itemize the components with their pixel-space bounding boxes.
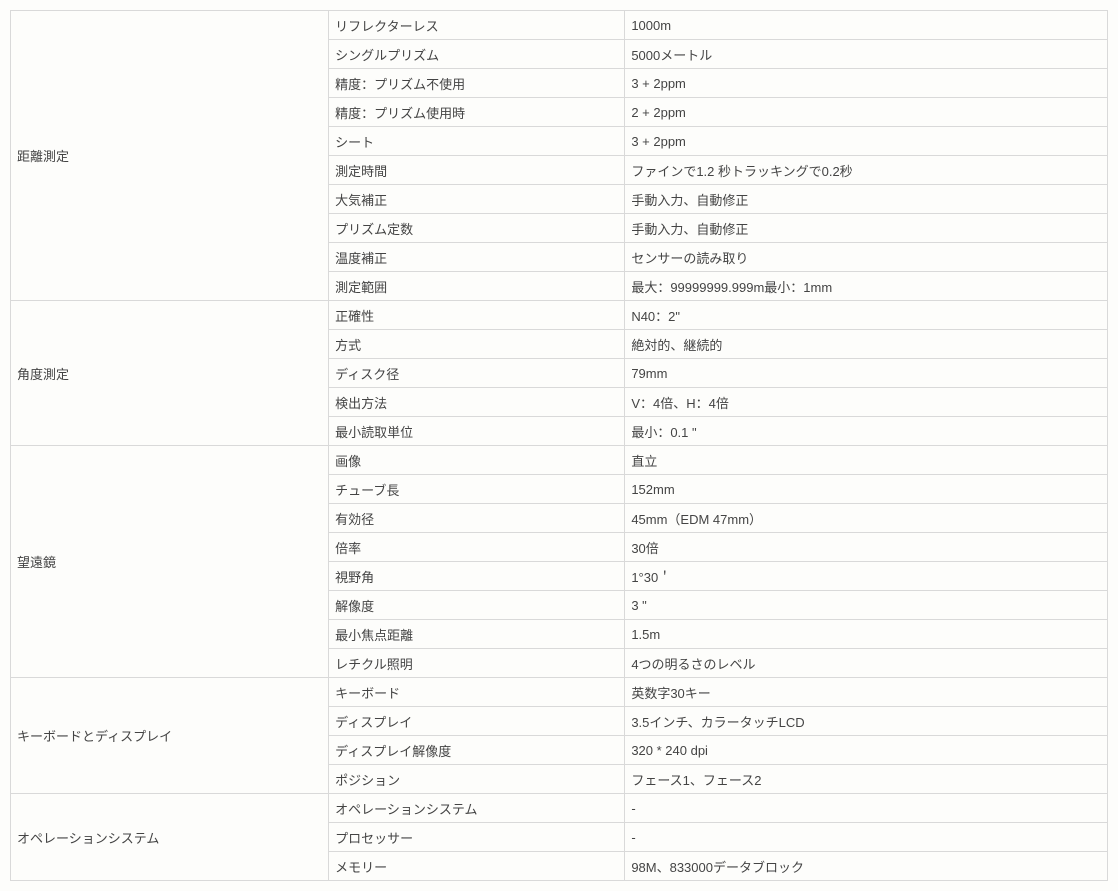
spec-label: プリズム定数 [329,214,625,243]
spec-value: 3 " [625,591,1108,620]
spec-label: ポジション [329,765,625,794]
spec-label: 測定範囲 [329,272,625,301]
spec-value: 3 + 2ppm [625,127,1108,156]
spec-label: ディスプレイ [329,707,625,736]
spec-value: 3 + 2ppm [625,69,1108,98]
category-cell: 角度測定 [11,301,329,446]
spec-value: 320 * 240 dpi [625,736,1108,765]
spec-label: レチクル照明 [329,649,625,678]
spec-value: 152mm [625,475,1108,504]
spec-label: 視野角 [329,562,625,591]
spec-value: 1°30＇ [625,562,1108,591]
spec-value: 3.5インチ、カラータッチLCD [625,707,1108,736]
spec-label: ディスプレイ解像度 [329,736,625,765]
spec-label: 画像 [329,446,625,475]
spec-label: 方式 [329,330,625,359]
spec-table: 距離測定リフレクターレス1000mシングルプリズム5000メートル精度：プリズム… [10,10,1108,881]
spec-label: 倍率 [329,533,625,562]
category-cell: 望遠鏡 [11,446,329,678]
spec-label: 温度補正 [329,243,625,272]
spec-label: 最小焦点距離 [329,620,625,649]
spec-label: 大気補正 [329,185,625,214]
spec-label: キーボード [329,678,625,707]
category-cell: 距離測定 [11,11,329,301]
spec-value: 最大：99999999.999m最小：1mm [625,272,1108,301]
spec-value: N40：2" [625,301,1108,330]
spec-value: 4つの明るさのレベル [625,649,1108,678]
spec-value: センサーの読み取り [625,243,1108,272]
spec-value: 直立 [625,446,1108,475]
spec-label: シングルプリズム [329,40,625,69]
spec-value: フェース1、フェース2 [625,765,1108,794]
spec-label: 有効径 [329,504,625,533]
spec-label: チューブ長 [329,475,625,504]
spec-label: メモリー [329,852,625,881]
spec-label: オペレーションシステム [329,794,625,823]
spec-value: ファインで1.2 秒トラッキングで0.2秒 [625,156,1108,185]
spec-value: 98M、833000データブロック [625,852,1108,881]
spec-label: シート [329,127,625,156]
spec-label: ディスク径 [329,359,625,388]
spec-label: 精度：プリズム使用時 [329,98,625,127]
table-row: 望遠鏡画像直立 [11,446,1108,475]
spec-value: 45mm（EDM 47mm） [625,504,1108,533]
spec-label: 解像度 [329,591,625,620]
spec-value: - [625,823,1108,852]
spec-value: 1.5m [625,620,1108,649]
category-cell: オペレーションシステム [11,794,329,881]
spec-value: 30倍 [625,533,1108,562]
spec-value: 絶対的、継続的 [625,330,1108,359]
spec-value: - [625,794,1108,823]
spec-label: 正確性 [329,301,625,330]
spec-value: 2 + 2ppm [625,98,1108,127]
spec-label: 精度：プリズム不使用 [329,69,625,98]
spec-label: 最小読取単位 [329,417,625,446]
table-row: 距離測定リフレクターレス1000m [11,11,1108,40]
spec-value: 79mm [625,359,1108,388]
category-cell: キーボードとディスプレイ [11,678,329,794]
table-row: オペレーションシステムオペレーションシステム- [11,794,1108,823]
spec-value: 手動入力、自動修正 [625,185,1108,214]
spec-value: 5000メートル [625,40,1108,69]
spec-label: プロセッサー [329,823,625,852]
spec-label: 検出方法 [329,388,625,417]
spec-value: V：4倍、H：4倍 [625,388,1108,417]
spec-value: 英数字30キー [625,678,1108,707]
table-row: キーボードとディスプレイキーボード英数字30キー [11,678,1108,707]
spec-label: 測定時間 [329,156,625,185]
spec-value: 1000m [625,11,1108,40]
spec-value: 手動入力、自動修正 [625,214,1108,243]
spec-label: リフレクターレス [329,11,625,40]
table-row: 角度測定正確性N40：2" [11,301,1108,330]
spec-value: 最小：0.1 " [625,417,1108,446]
